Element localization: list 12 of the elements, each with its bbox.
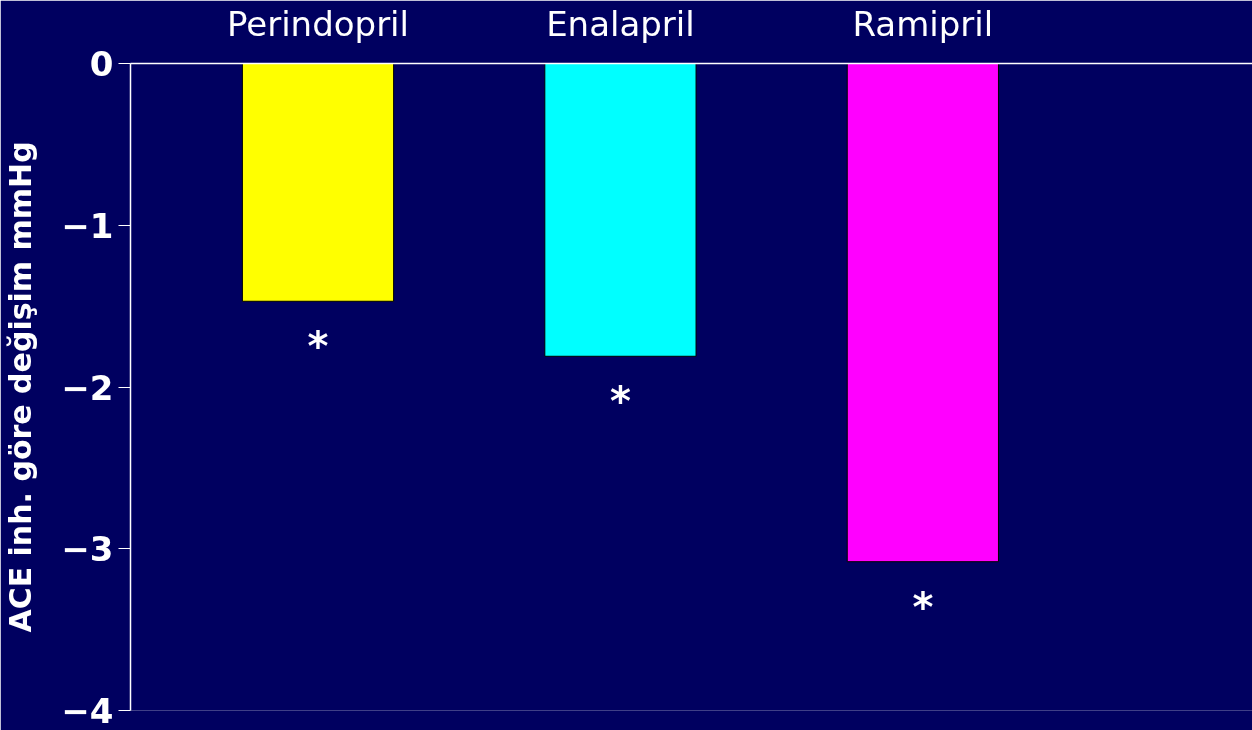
annotation: * [912,583,934,630]
x-tick-label: Enalapril [546,3,695,44]
y-axis-title: ACE inh. göre değişim mmHg [3,141,39,633]
y-tick-label: −3 [61,529,114,570]
x-tick-label: Perindopril [226,3,410,44]
annotation: * [307,323,329,370]
annotation: * [609,378,631,425]
x-tick-label: Ramipril [852,3,994,44]
y-tick-label: 0 [89,44,114,84]
y-tick-label: −2 [61,367,114,408]
y-tick-label: −4 [61,691,114,730]
y-tick-label: −1 [61,205,114,246]
